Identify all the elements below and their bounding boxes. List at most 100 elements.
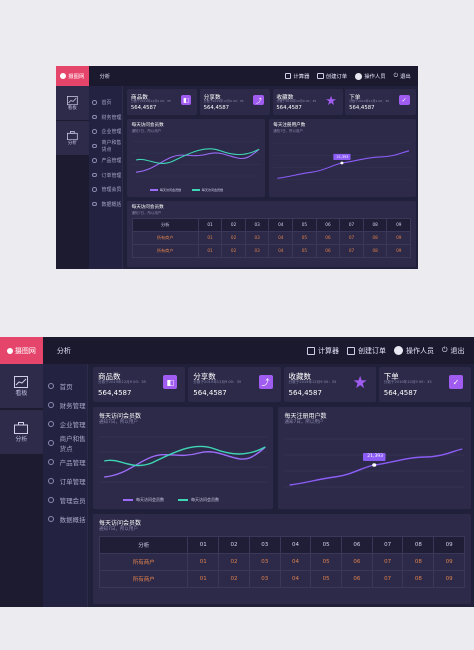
logout-button[interactable]: ⏻ 退出 [394, 72, 411, 81]
logo[interactable]: 摄图网 [0, 337, 43, 364]
legend-item: 每天访问会员数 [191, 497, 220, 502]
menu-item[interactable]: 财务管理 [43, 395, 87, 414]
regs-subtitle: 通知7日，所以用户 [284, 420, 324, 425]
table-cell: 06 [315, 243, 341, 258]
menu-item[interactable]: 产品管理 [43, 452, 87, 471]
table-cell: 06 [341, 570, 373, 588]
stat-value: 564,4587 [383, 389, 418, 397]
stat-title: 分享数 [203, 94, 221, 101]
stat-value: 564,4587 [203, 105, 230, 112]
table-cell: 07 [371, 553, 404, 571]
rail-label-analysis: 分析 [15, 435, 28, 443]
table-cell: 06 [315, 230, 341, 245]
user-menu[interactable]: 操作人员 [393, 346, 434, 356]
create-order-label: 创建订单 [357, 346, 386, 355]
rail-item-analysis[interactable]: 分析 [0, 410, 43, 454]
calculator-icon [306, 346, 315, 355]
menu-item[interactable]: 数据概括 [89, 197, 122, 212]
visits-series-2 [104, 445, 266, 467]
icon-rail: 看板 分析 [0, 364, 43, 607]
star-icon: ★ [325, 93, 337, 109]
menu-item[interactable]: 产品管理 [89, 153, 122, 168]
calculator-button[interactable]: 计算器 [285, 72, 309, 80]
table-cell: 04 [279, 570, 312, 588]
visits-title: 每天访问会员数 [99, 413, 142, 420]
table-cell: 05 [292, 243, 317, 258]
table-row[interactable]: 所有商户 01 02 03 04 05 06 07 08 09 [131, 243, 412, 258]
header-cell: 09 [433, 536, 465, 554]
stat-title: 商品数 [130, 94, 149, 101]
table-row[interactable]: 所有商户 01 02 03 04 05 06 07 08 09 [131, 230, 412, 245]
rail-item-analysis[interactable]: 分析 [56, 121, 89, 155]
table-cell: 02 [221, 243, 246, 258]
menu-item-label: 订单管理 [59, 477, 86, 486]
menu-item-label: 数据概括 [101, 201, 122, 208]
menu-item[interactable]: 订单管理 [89, 168, 122, 183]
rail-item-board[interactable]: 看板 [56, 86, 89, 120]
menu-item[interactable]: 财务管理 [89, 110, 122, 125]
members-panel: 每天访问会员数 通知7日，所以用户 分析 01 02 03 04 05 06 07 08 09 所有… [127, 200, 416, 267]
table-row[interactable]: 所有商户 01 02 03 04 05 06 07 08 09 [99, 570, 465, 588]
avatar [393, 346, 403, 355]
logout-button[interactable]: ⏻ 退出 [442, 346, 465, 356]
create-order-button[interactable]: 创建订单 [317, 72, 347, 80]
table-cell: 09 [433, 570, 465, 588]
table-cell: 08 [362, 230, 388, 245]
calculator-icon [285, 73, 292, 80]
regs-tooltip-bg [363, 453, 387, 461]
menu-item[interactable]: 企业管理 [43, 414, 87, 433]
operator-label: 操作人员 [405, 346, 434, 355]
operator-label: 操作人员 [364, 74, 386, 81]
logo-text: 摄图网 [14, 346, 36, 355]
menu-item[interactable]: 管理会员 [43, 490, 87, 509]
menu-item[interactable]: 商户和售货点 [89, 139, 122, 154]
menu-icon [92, 129, 97, 134]
visits-chart [131, 141, 261, 177]
breadcrumb: 分析 [56, 346, 71, 355]
rail-item-board[interactable]: 看板 [0, 364, 43, 408]
menu-item[interactable]: 订单管理 [43, 471, 87, 490]
rail-label-board: 看板 [15, 389, 28, 397]
menu-icon [47, 496, 54, 503]
registrations-panel: 每天注册用户数 通知7日，所以用户 21,393 [278, 407, 471, 509]
table-cell: 07 [371, 570, 404, 588]
table-row[interactable]: 所有商户 01 02 03 04 05 06 07 08 09 [99, 553, 465, 571]
members-table: 分析 01 02 03 04 05 06 07 08 09 所有商户 01 02 03 04 05 06 07 08… [131, 217, 412, 258]
members-title: 每天访问会员数 [131, 204, 164, 210]
table-cell: 08 [402, 570, 435, 588]
visits-subtitle: 通知7日，所以用户 [131, 129, 162, 134]
user-menu[interactable]: 操作人员 [355, 72, 386, 81]
logo[interactable]: 摄图网 [56, 66, 89, 87]
table-cell: 03 [248, 553, 281, 571]
menu-icon [92, 187, 97, 192]
header-cell: 02 [221, 217, 246, 232]
regs-tooltip: 21,393 [336, 155, 349, 160]
menu-item[interactable]: 数据概括 [43, 509, 87, 528]
table-cell: 01 [187, 553, 220, 571]
stat-card: 下单 分数于2019年12月9 00：35 564,4587 ✓ [378, 367, 471, 402]
table-cell: 所有商户 [131, 243, 199, 258]
main-content: 商品数 分数于2019年12月9 00：35 564,4587 ◧ 分享数 分数… [125, 86, 418, 269]
header-cell: 分析 [99, 536, 189, 554]
table-cell: 03 [248, 570, 281, 588]
create-order-button[interactable]: 创建订单 [346, 346, 386, 356]
menu-item-label: 管理会员 [59, 496, 86, 505]
stat-card: 收藏数 分数于2019年12月9 00：35 564,4587 ★ [272, 88, 343, 116]
regs-chart [273, 143, 412, 181]
calculator-button[interactable]: 计算器 [306, 346, 339, 356]
menu-item[interactable]: 首页 [43, 376, 87, 395]
menu-item[interactable]: 企业管理 [89, 124, 122, 139]
table-cell: 05 [310, 553, 343, 571]
stat-subtitle: 分数于2019年12月9 00：35 [349, 98, 390, 103]
menu-item[interactable]: 首页 [89, 95, 122, 110]
menu-item-label: 首页 [59, 382, 73, 391]
stat-card: 收藏数 分数于2019年12月9 00：35 564,4587 ★ [283, 367, 376, 402]
menu-item[interactable]: 管理会员 [89, 182, 122, 197]
table-cell: 09 [386, 243, 412, 258]
stat-title: 商品数 [98, 372, 121, 381]
stat-subtitle: 分数于2019年12月9 00：35 [98, 380, 146, 384]
header-cell: 01 [187, 536, 220, 554]
header-cell: 03 [244, 217, 270, 232]
table-cell: 07 [339, 230, 364, 245]
menu-item[interactable]: 商户和售货点 [43, 433, 87, 453]
